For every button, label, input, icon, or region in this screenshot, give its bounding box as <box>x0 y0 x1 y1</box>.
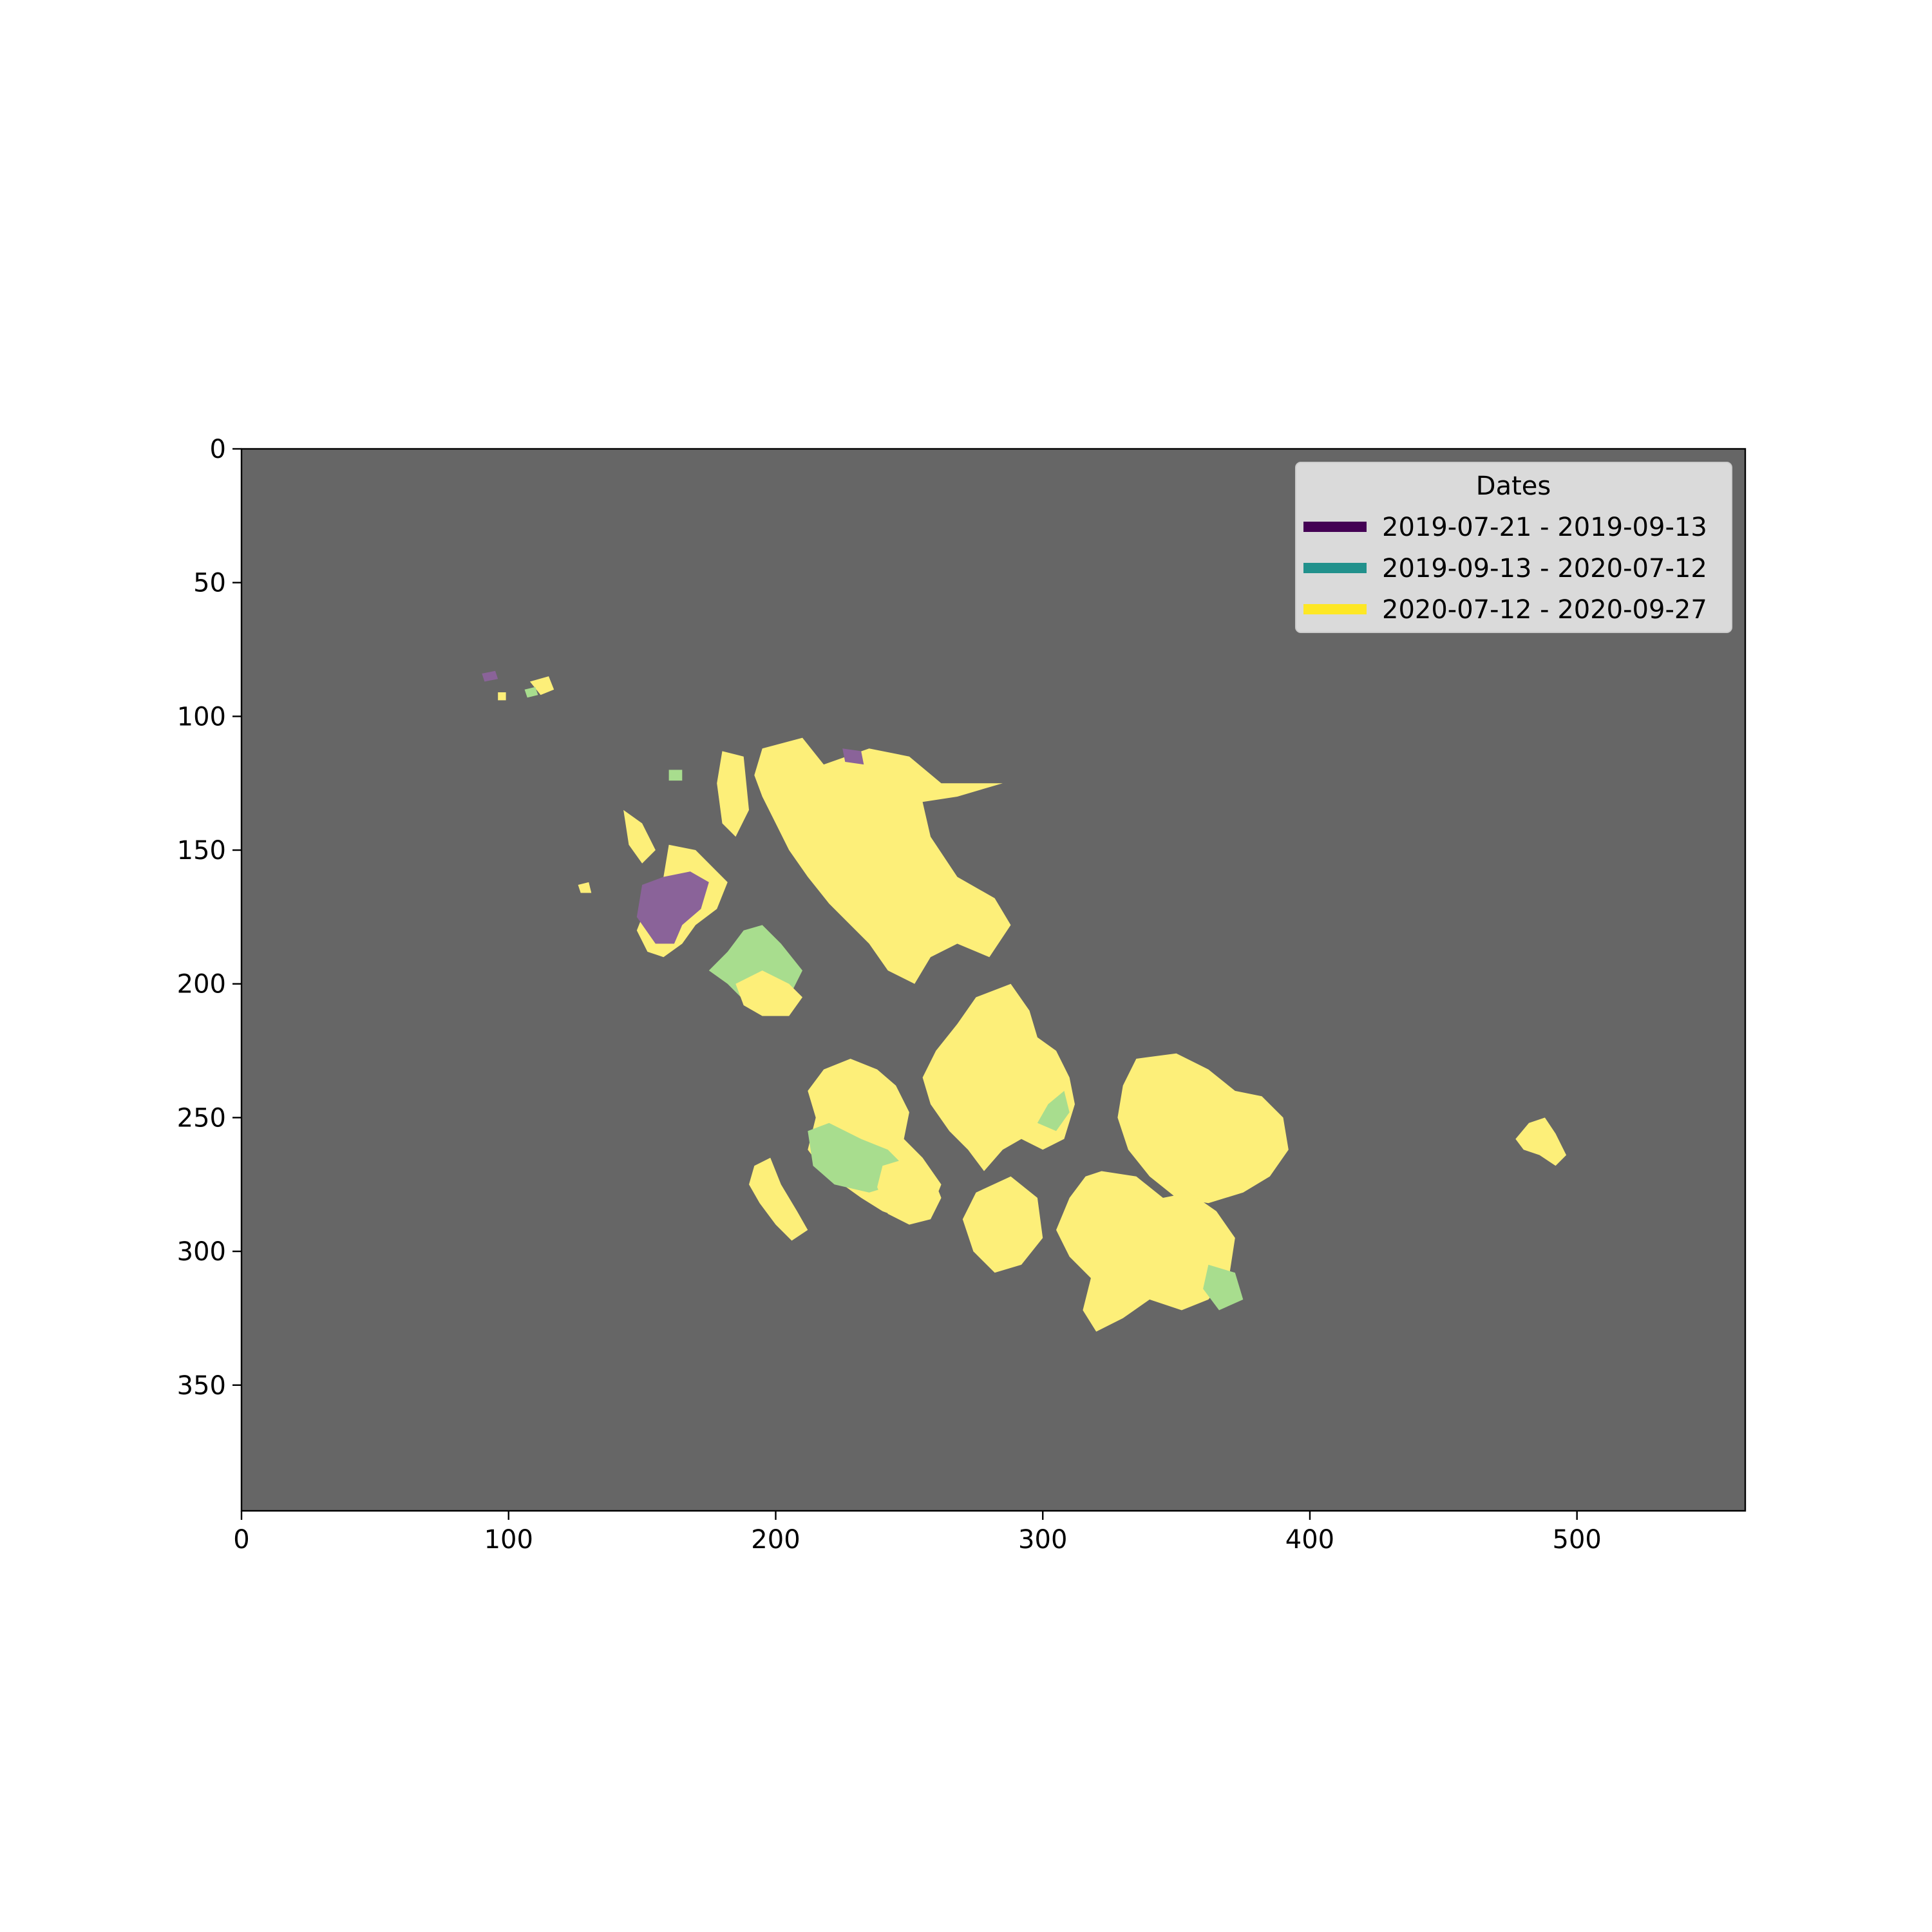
change-region-15 <box>962 1176 1043 1273</box>
legend-box <box>1295 462 1732 633</box>
change-region-21 <box>498 692 506 701</box>
y-tick-label: 100 <box>177 702 226 732</box>
change-region-4 <box>623 810 656 864</box>
change-region-7 <box>922 983 1075 1171</box>
change-region-8 <box>1037 1090 1070 1132</box>
legend-label: 2019-09-13 - 2020-07-12 <box>1382 554 1707 583</box>
plot-frame <box>240 448 1747 1512</box>
change-region-17 <box>1515 1117 1567 1166</box>
x-tick-label: 0 <box>233 1525 249 1555</box>
x-tick-label: 200 <box>751 1525 800 1555</box>
change-region-23 <box>668 770 683 781</box>
y-tick-label: 150 <box>177 836 226 866</box>
y-axis: 0 50 100 150 200 250 300 350 <box>177 435 242 1401</box>
change-region-13 <box>1056 1171 1235 1332</box>
change-region-1 <box>717 751 749 837</box>
change-region-18 <box>529 676 554 696</box>
change-region-16 <box>749 1157 808 1241</box>
change-region-11 <box>877 1157 942 1225</box>
change-region-6 <box>735 971 802 1016</box>
x-tick-label: 500 <box>1553 1525 1602 1555</box>
x-tick-label: 400 <box>1285 1525 1334 1555</box>
y-tick-label: 200 <box>177 970 226 999</box>
y-tick-label: 0 <box>210 435 226 464</box>
legend-label: 2020-07-12 - 2020-09-27 <box>1382 595 1707 625</box>
change-region-19 <box>524 687 538 698</box>
y-tick-label: 300 <box>177 1237 226 1267</box>
change-regions <box>482 670 1567 1332</box>
change-region-3 <box>636 871 709 944</box>
legend-label: 2019-07-21 - 2019-09-13 <box>1382 513 1707 542</box>
x-tick-label: 300 <box>1018 1525 1067 1555</box>
change-region-14 <box>1203 1264 1244 1311</box>
legend: Dates 2019-07-21 - 2019-09-13 2019-09-13 … <box>1295 462 1732 633</box>
change-region-24 <box>842 748 864 765</box>
change-region-20 <box>482 670 498 682</box>
change-region-12 <box>1117 1053 1289 1204</box>
change-region-0 <box>754 737 1011 984</box>
y-tick-label: 250 <box>177 1103 226 1133</box>
y-tick-label: 350 <box>177 1371 226 1401</box>
legend-entries: 2019-07-21 - 2019-09-13 2019-09-13 - 2020… <box>1303 513 1707 625</box>
x-tick-label: 100 <box>484 1525 533 1555</box>
legend-title: Dates <box>1476 471 1551 501</box>
x-axis: 0 100 200 300 400 500 <box>233 1511 1602 1555</box>
change-region-10 <box>808 1122 904 1193</box>
y-tick-label: 50 <box>193 569 226 598</box>
change-region-22 <box>578 882 592 893</box>
